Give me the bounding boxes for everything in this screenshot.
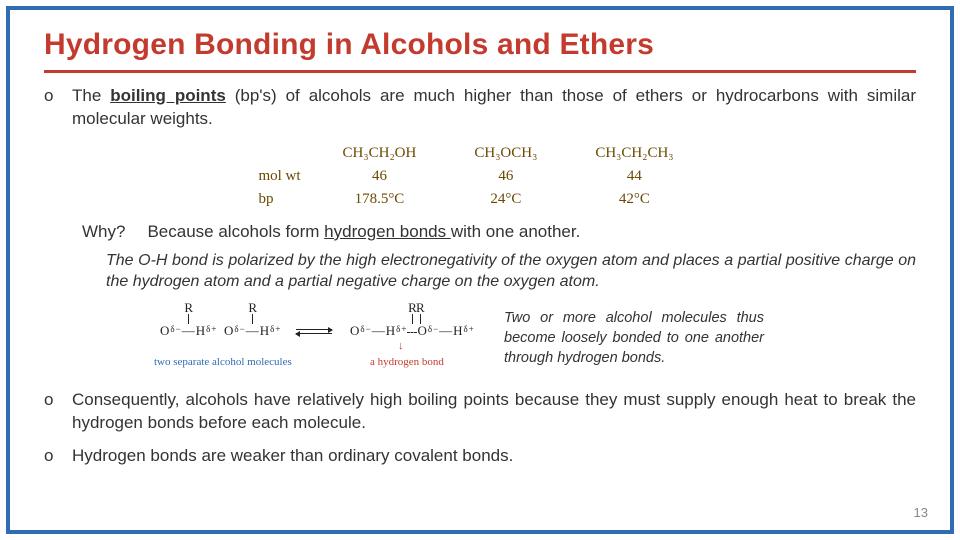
atom-label: H xyxy=(196,323,206,338)
arrow-down-icon: ↓ xyxy=(398,341,404,352)
why-label: Why? xyxy=(82,222,125,242)
bullet-1-term: boiling points xyxy=(110,86,226,105)
bullet-2: o Consequently, alcohols have relatively… xyxy=(44,389,916,435)
why-answer-term: hydrogen bonds xyxy=(324,222,451,241)
bullet-3-text: Hydrogen bonds are weaker than ordinary … xyxy=(72,445,916,468)
charge-label: δ− xyxy=(360,324,371,334)
table-col-header: CH₃CH₂CH₃ xyxy=(567,143,701,164)
title-divider xyxy=(44,70,916,73)
diagram-side-note: Two or more alcohol molecules thus becom… xyxy=(504,308,764,369)
table-col-header: CH₃OCH₃ xyxy=(446,143,565,164)
why-answer-post: with one another. xyxy=(451,222,580,241)
atom-label: H xyxy=(386,323,396,338)
table-row: bp 178.5°C 24°C 42°C xyxy=(258,189,701,210)
table-cell: 42°C xyxy=(567,189,701,210)
table-cell: 44 xyxy=(567,166,701,187)
hbond-diagram: R Oδ−—Hδ+ R Oδ−—Hδ+ R xyxy=(154,299,474,377)
table-col-header: CH₃CH₂OH xyxy=(315,143,445,164)
page-number: 13 xyxy=(914,505,928,520)
why-answer: Because alcohols form hydrogen bonds wit… xyxy=(147,222,580,242)
atom-label: O xyxy=(224,323,234,338)
charge-label: δ− xyxy=(428,324,439,334)
polarization-explanation: The O-H bond is polarized by the high el… xyxy=(106,250,916,293)
atom-label: R xyxy=(160,301,217,314)
hbond-diagram-row: R Oδ−—Hδ+ R Oδ−—Hδ+ R xyxy=(154,299,916,377)
table-row: mol wt 46 46 44 xyxy=(258,166,701,187)
bp-comparison-table: CH₃CH₂OH CH₃OCH₃ CH₃CH₂CH₃ mol wt 46 46 … xyxy=(256,141,703,212)
atom-label: H xyxy=(453,323,463,338)
bullet-marker: o xyxy=(44,85,62,131)
bullet-2-text: Consequently, alcohols have relatively h… xyxy=(72,389,916,435)
table-cell: 178.5°C xyxy=(315,189,445,210)
bullet-1-text: The boiling points (bp's) of alcohols ar… xyxy=(72,85,916,131)
equilibrium-arrows-icon xyxy=(296,329,332,334)
charge-label: δ+ xyxy=(206,324,217,334)
charge-label: δ+ xyxy=(270,324,281,334)
diagram-caption-right: a hydrogen bond xyxy=(370,357,444,368)
table-row: CH₃CH₂OH CH₃OCH₃ CH₃CH₂CH₃ xyxy=(258,143,701,164)
charge-label: δ+ xyxy=(396,324,407,334)
atom-label: O xyxy=(350,323,360,338)
bullet-marker: o xyxy=(44,389,62,435)
atom-label: H xyxy=(260,323,270,338)
table-cell: 46 xyxy=(446,166,565,187)
diagram-caption-left: two separate alcohol molecules xyxy=(154,357,292,368)
bullet-1: o The boiling points (bp's) of alcohols … xyxy=(44,85,916,131)
table-cell: 46 xyxy=(315,166,445,187)
atom-label: O xyxy=(160,323,170,338)
why-answer-pre: Because alcohols form xyxy=(147,222,324,241)
why-row: Why? Because alcohols form hydrogen bond… xyxy=(82,222,916,242)
page-title: Hydrogen Bonding in Alcohols and Ethers xyxy=(44,28,916,62)
hydrogen-bond-dash xyxy=(407,332,417,333)
charge-label: δ− xyxy=(234,324,245,334)
table-cell: 24°C xyxy=(446,189,565,210)
atom-label: R xyxy=(416,301,425,314)
charge-label: δ− xyxy=(170,324,181,334)
atom-label: R xyxy=(350,301,475,314)
slide-frame: Hydrogen Bonding in Alcohols and Ethers … xyxy=(6,6,954,534)
bullet-3: o Hydrogen bonds are weaker than ordinar… xyxy=(44,445,916,468)
atom-label: O xyxy=(417,323,427,338)
atom-label: R xyxy=(224,301,281,314)
table-row-label: bp xyxy=(258,189,312,210)
charge-label: δ+ xyxy=(464,324,475,334)
bullet-1-pre: The xyxy=(72,86,110,105)
bullet-marker: o xyxy=(44,445,62,468)
table-row-label: mol wt xyxy=(258,166,312,187)
